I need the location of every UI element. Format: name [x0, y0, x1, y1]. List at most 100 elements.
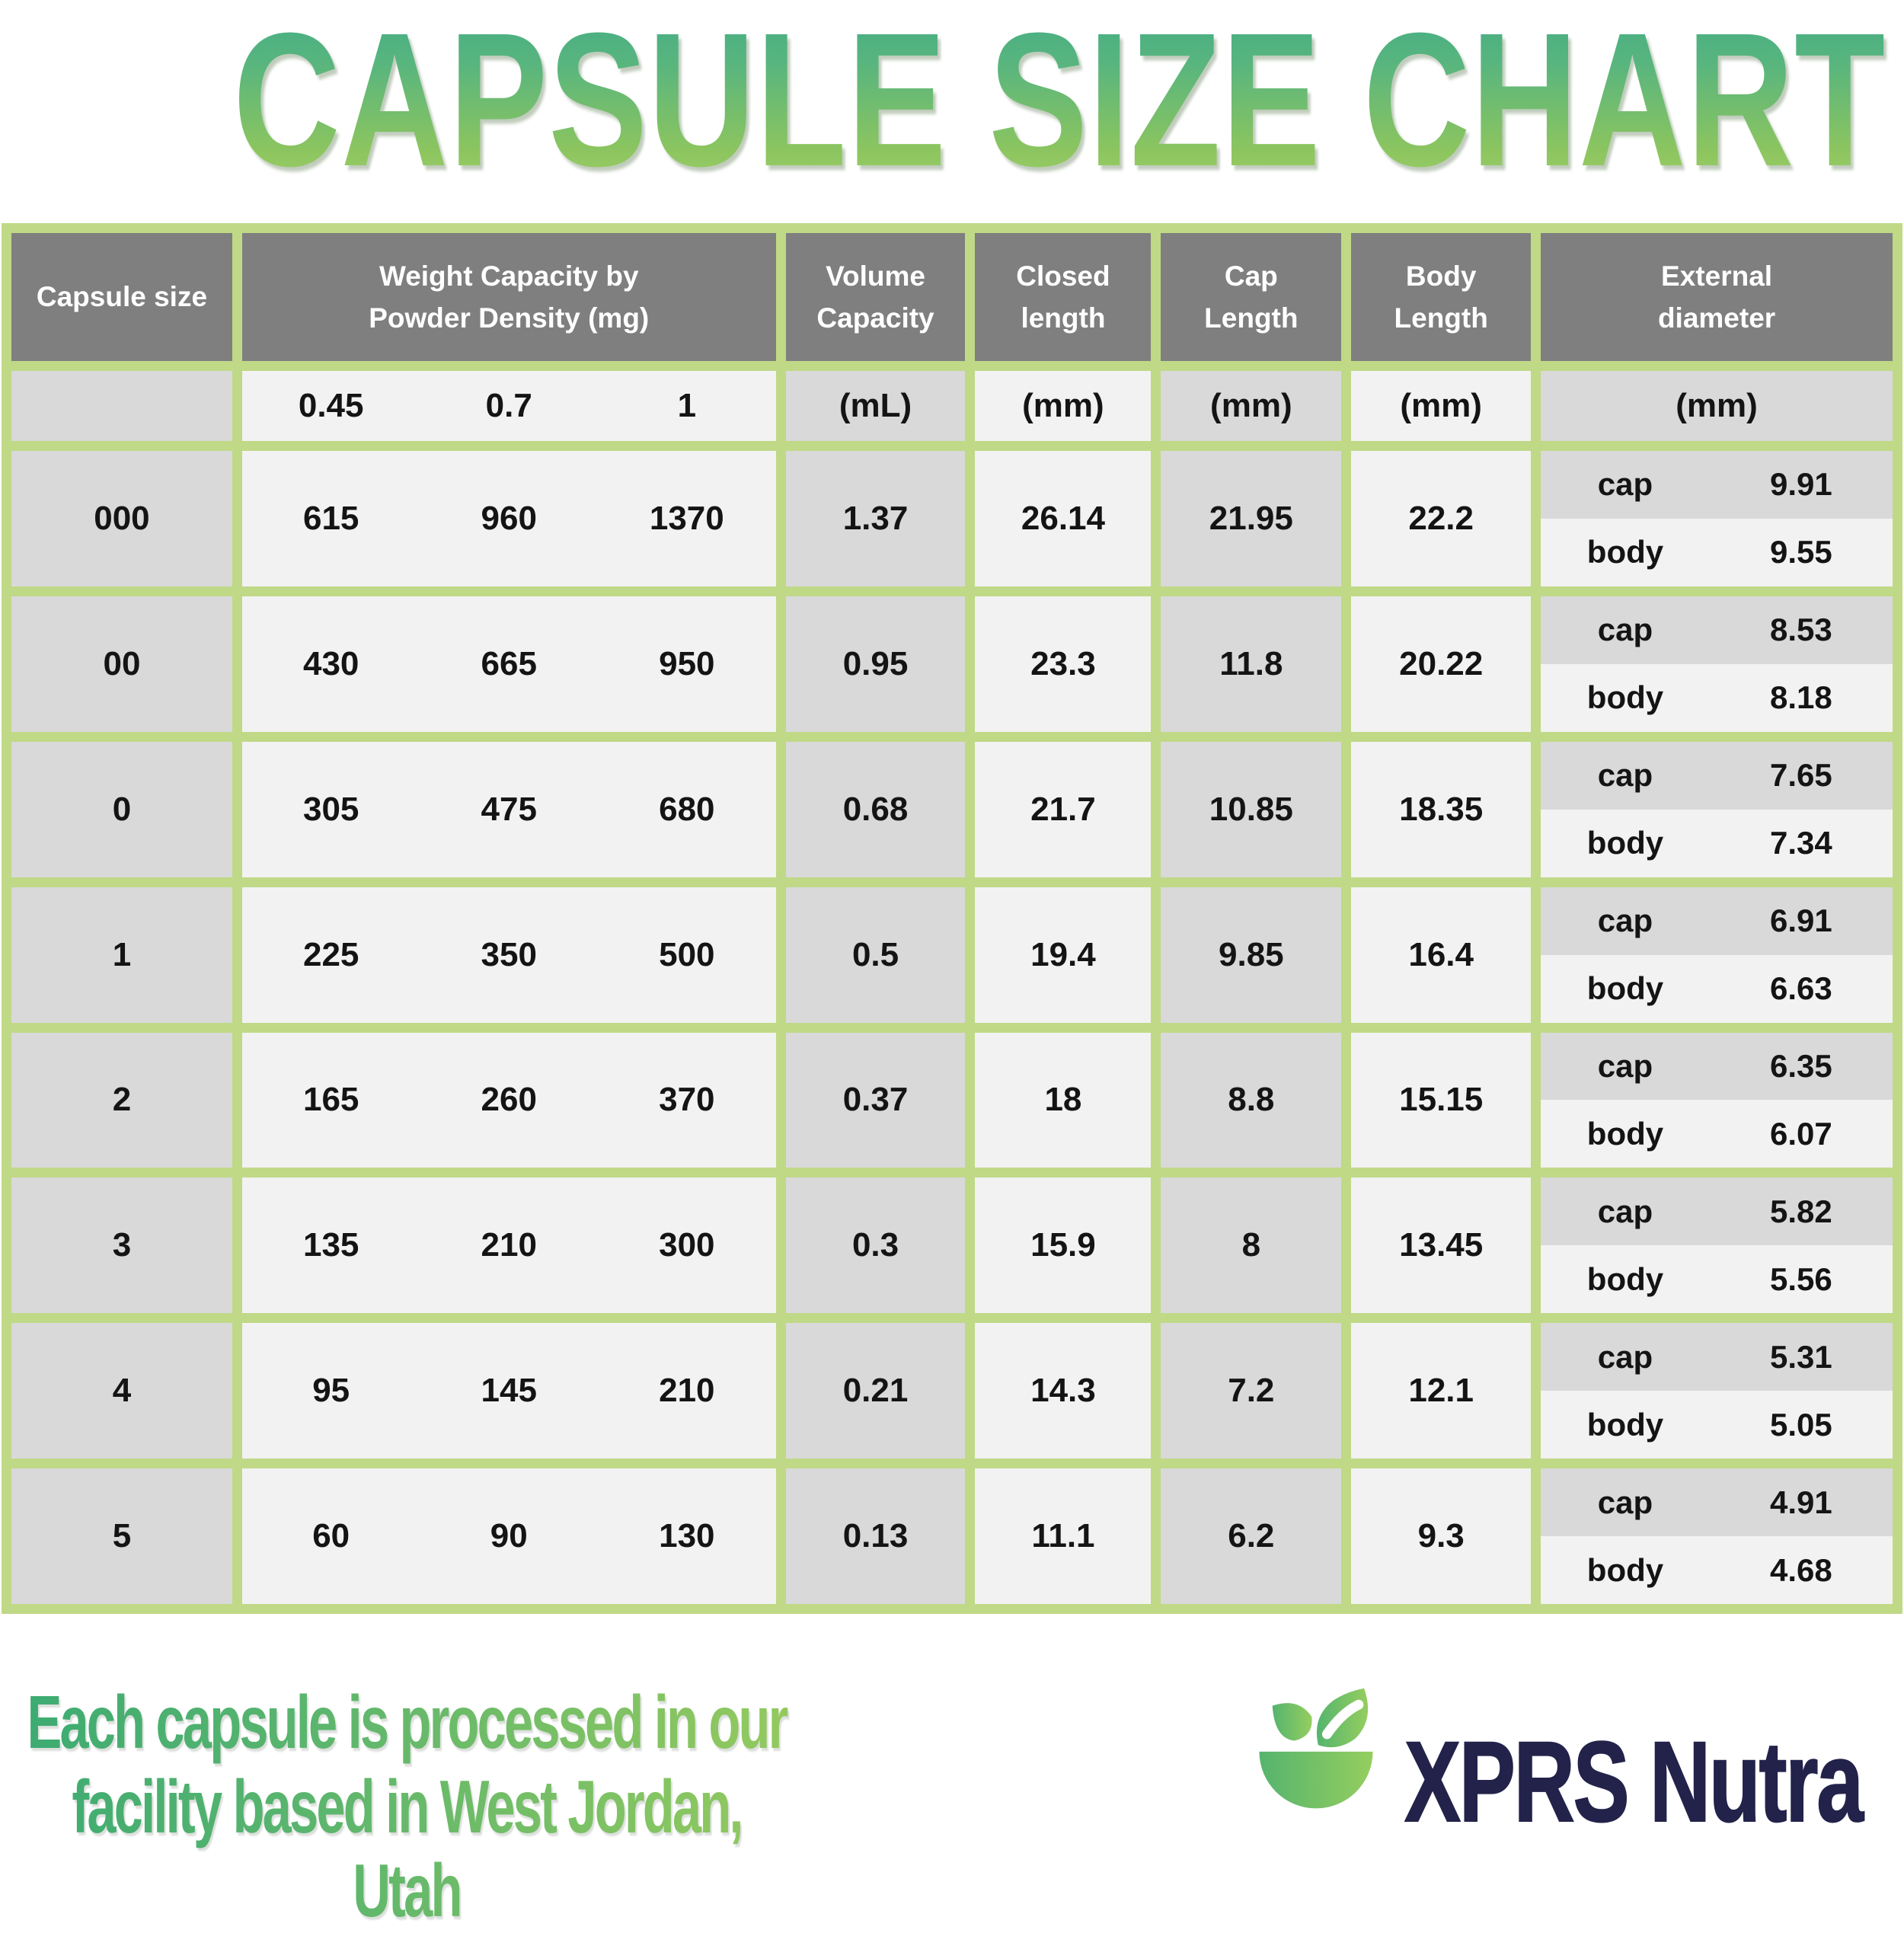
external-body-row: body 5.56	[1541, 1245, 1893, 1314]
external-body-row: body 8.18	[1541, 663, 1893, 732]
external-body-label: body	[1586, 1260, 1664, 1297]
external-cap-row: cap 6.91	[1541, 887, 1893, 955]
volume-capacity-value: 0.68	[785, 741, 966, 877]
volume-capacity-value: 0.37	[785, 1032, 966, 1168]
weight-capacity-values: 305 475 680	[241, 741, 776, 877]
header-external-diameter: External diameter	[1541, 233, 1893, 361]
weight-at-1: 300	[659, 1226, 715, 1264]
cap-length-value: 10.85	[1161, 741, 1342, 877]
volume-capacity-value: 0.21	[785, 1323, 966, 1459]
weight-values: 225 350 500	[242, 936, 776, 974]
capsule-size-value: 4	[11, 1323, 232, 1459]
capsule-size-table: Capsule size Weight Capacity by Powder D…	[2, 223, 1902, 1614]
external-diameter-cell: cap 7.65 body 7.34	[1541, 741, 1893, 877]
cap-length-value: 8.8	[1161, 1032, 1342, 1168]
external-cap-value: 8.53	[1770, 612, 1832, 648]
header-cap-length: Cap Length	[1161, 233, 1342, 361]
unit-closed: (mm)	[975, 371, 1152, 441]
bowl-leaves-icon	[1251, 1680, 1382, 1819]
external-body-value: 5.56	[1770, 1260, 1832, 1297]
capsule-size-value: 000	[11, 451, 232, 586]
weight-at-045: 165	[302, 1081, 359, 1119]
page-title: CAPSULE SIZE CHART	[233, 0, 1886, 206]
external-diameter-cell: cap 6.91 body 6.63	[1541, 887, 1893, 1023]
external-cap-row: cap 8.53	[1541, 596, 1893, 664]
closed-length-value: 26.14	[975, 451, 1152, 586]
external-body-label: body	[1586, 534, 1664, 570]
external-cap-row: cap 4.91	[1541, 1468, 1893, 1537]
volume-capacity-value: 0.3	[785, 1177, 966, 1314]
external-cap-value: 6.91	[1770, 903, 1832, 939]
external-body-row: body 4.68	[1541, 1536, 1893, 1604]
external-body-label: body	[1586, 825, 1664, 861]
closed-length-value: 23.3	[975, 596, 1152, 732]
cap-length-value: 9.85	[1161, 887, 1342, 1023]
unit-volume: (mL)	[785, 371, 966, 441]
weight-at-1: 370	[659, 1081, 715, 1119]
cap-length-value: 6.2	[1161, 1468, 1342, 1604]
closed-length-value: 19.4	[975, 887, 1152, 1023]
closed-length-value: 11.1	[975, 1468, 1152, 1604]
body-length-value: 22.2	[1351, 451, 1532, 586]
external-diameter-cell: cap 6.35 body 6.07	[1541, 1032, 1893, 1168]
weight-at-07: 665	[481, 644, 537, 682]
closed-length-value: 18	[975, 1032, 1152, 1168]
footer-tagline: Each capsule is processed in our facilit…	[12, 1680, 801, 1933]
external-cap-value: 7.65	[1770, 757, 1832, 794]
external-body-value: 4.68	[1770, 1551, 1832, 1588]
density-045: 0.45	[298, 387, 364, 424]
external-cap-row: cap 5.31	[1541, 1323, 1893, 1391]
weight-capacity-values: 95 145 210	[241, 1323, 776, 1459]
closed-length-value: 21.7	[975, 741, 1152, 877]
header-closed-length: Closed length	[975, 233, 1152, 361]
weight-at-1: 500	[659, 935, 715, 973]
body-length-value: 20.22	[1351, 596, 1532, 732]
external-body-label: body	[1586, 1115, 1664, 1152]
header-capsule-size: Capsule size	[11, 233, 232, 361]
header-body-length: Body Length	[1351, 233, 1532, 361]
body-length-value: 9.3	[1351, 1468, 1532, 1604]
cap-length-value: 7.2	[1161, 1323, 1342, 1459]
external-cap-label: cap	[1597, 1338, 1653, 1375]
weight-at-045: 95	[312, 1372, 350, 1410]
external-cap-label: cap	[1597, 903, 1653, 939]
external-body-row: body 9.55	[1541, 518, 1893, 586]
body-length-value: 18.35	[1351, 741, 1532, 877]
unit-capsule-size-spacer	[11, 371, 232, 441]
weight-at-07: 960	[481, 499, 537, 537]
capsule-size-value: 1	[11, 887, 232, 1023]
external-cap-value: 6.35	[1770, 1047, 1832, 1084]
external-diameter-cell: cap 5.82 body 5.56	[1541, 1177, 1893, 1314]
closed-length-value: 15.9	[975, 1177, 1152, 1314]
weight-capacity-values: 135 210 300	[241, 1177, 776, 1314]
volume-capacity-value: 0.95	[785, 596, 966, 732]
unit-external: (mm)	[1541, 371, 1893, 441]
weight-values: 60 90 130	[242, 1517, 776, 1555]
external-diameter-cell: cap 9.91 body 9.55	[1541, 451, 1893, 586]
external-body-row: body 7.34	[1541, 809, 1893, 877]
weight-at-1: 130	[659, 1517, 715, 1555]
external-body-row: body 6.07	[1541, 1100, 1893, 1168]
weight-at-07: 350	[481, 935, 537, 973]
external-diameter-cell: cap 5.31 body 5.05	[1541, 1323, 1893, 1459]
weight-at-1: 1370	[649, 499, 724, 537]
weight-at-045: 305	[302, 790, 359, 828]
external-body-value: 6.63	[1770, 970, 1832, 1007]
volume-capacity-value: 0.5	[785, 887, 966, 1023]
brand-name: XPRS Nutra	[1404, 1717, 1864, 1845]
weight-at-045: 135	[302, 1226, 359, 1264]
weight-at-1: 210	[659, 1372, 715, 1410]
weight-capacity-values: 430 665 950	[241, 596, 776, 732]
weight-at-045: 60	[312, 1517, 350, 1555]
weight-capacity-values: 225 350 500	[241, 887, 776, 1023]
capsule-size-value: 2	[11, 1032, 232, 1168]
cap-length-value: 11.8	[1161, 596, 1342, 732]
weight-values: 430 665 950	[242, 645, 776, 683]
weight-at-07: 475	[481, 790, 537, 828]
volume-capacity-value: 1.37	[785, 451, 966, 586]
weight-at-07: 210	[481, 1226, 537, 1264]
weight-capacity-values: 60 90 130	[241, 1468, 776, 1604]
body-length-value: 13.45	[1351, 1177, 1532, 1314]
weight-at-045: 225	[302, 935, 359, 973]
